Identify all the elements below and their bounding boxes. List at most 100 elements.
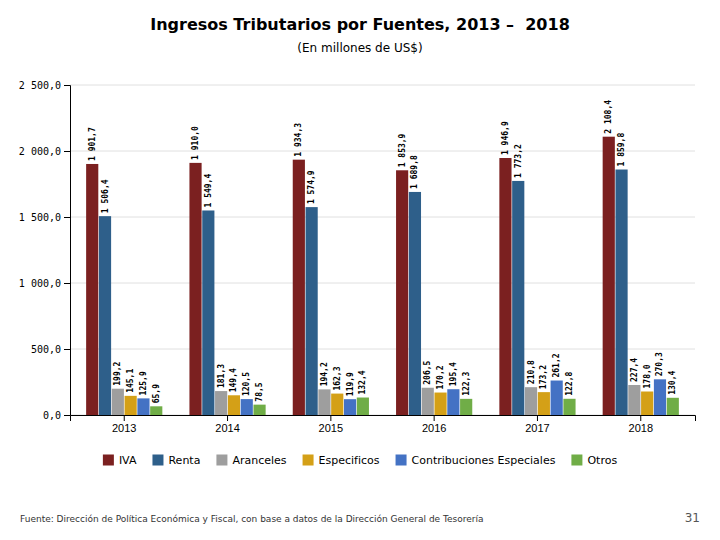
- tick-label: 500,0: [31, 344, 61, 355]
- data-label: 181,3: [217, 364, 226, 388]
- bar: [525, 387, 537, 415]
- bar: [538, 392, 550, 415]
- data-label: 145,1: [126, 369, 135, 393]
- data-label: 1 859,8: [617, 133, 626, 167]
- tick: 2016: [422, 415, 446, 434]
- data-labels: 1 901,71 910,01 934,31 853,91 946,92 108…: [88, 100, 678, 404]
- chart: Ingresos Tributarios por Fuentes, 2013 –…: [0, 0, 720, 540]
- legend: IVARentaArancelesEspecificosContribucion…: [103, 454, 618, 467]
- legend-label: Contribuciones Especiales: [412, 454, 556, 467]
- data-label: 120,5: [242, 372, 251, 396]
- tick-label: 2 000,0: [19, 146, 61, 157]
- data-label: 122,8: [565, 372, 574, 396]
- tick: 2017: [525, 415, 549, 434]
- data-label: 162,3: [333, 366, 342, 390]
- tick-mark: [64, 283, 70, 284]
- bar: [667, 398, 679, 415]
- bar: [137, 398, 149, 415]
- legend-swatch: [571, 455, 582, 466]
- data-label: 195,4: [449, 362, 458, 386]
- tick-label: 2015: [319, 422, 343, 434]
- tick: 2018: [629, 415, 653, 434]
- tick: 1 000,0: [19, 278, 70, 289]
- tick-label: 2017: [525, 422, 549, 434]
- grid-line: [70, 349, 695, 350]
- data-label: 2 108,4: [604, 100, 613, 134]
- bar: [241, 399, 253, 415]
- data-label: 130,4: [668, 371, 677, 395]
- data-label: 178,0: [643, 364, 652, 388]
- x-axis: 2013 2014 2015 2016 2017 2018: [71, 415, 696, 434]
- legend-item: IVA: [103, 454, 137, 467]
- bar: [628, 385, 640, 415]
- axis-domain: [64, 86, 71, 416]
- data-label: 170,2: [436, 365, 445, 389]
- bar: [422, 388, 434, 415]
- tick-label: 2014: [215, 422, 239, 434]
- tick: 0,0: [43, 410, 70, 421]
- data-label: 1 946,9: [501, 121, 510, 155]
- bar: [615, 170, 627, 415]
- data-label: 1 773,2: [514, 144, 523, 178]
- legend-label: Renta: [168, 454, 200, 467]
- bar: [202, 210, 214, 415]
- bars: [86, 137, 679, 415]
- bar: [293, 160, 305, 415]
- axis-domain: [71, 416, 696, 422]
- bar: [447, 389, 459, 415]
- data-label: 227,4: [630, 358, 639, 382]
- tick: 2013: [112, 415, 136, 434]
- data-label: 261,2: [552, 353, 561, 377]
- bar: [499, 158, 511, 415]
- data-label: 270,3: [655, 352, 664, 376]
- series: [86, 137, 615, 415]
- series: [99, 170, 628, 415]
- bar: [99, 216, 111, 415]
- data-label: 194,2: [320, 362, 329, 386]
- legend-swatch: [152, 455, 163, 466]
- legend-swatch: [103, 455, 114, 466]
- tick-mark: [64, 151, 70, 152]
- tick: 500,0: [31, 344, 70, 355]
- bar: [112, 389, 124, 415]
- data-label: 199,2: [113, 361, 122, 385]
- data-label: 1 910,0: [191, 126, 200, 160]
- tick-mark: [227, 415, 228, 421]
- tick: 2 000,0: [19, 146, 70, 157]
- series: [150, 398, 679, 415]
- tick: 1 500,0: [19, 212, 70, 223]
- bar: [551, 381, 563, 415]
- grid-line: [70, 283, 695, 284]
- tick-mark: [64, 217, 70, 218]
- tick-label: 1 500,0: [19, 212, 61, 223]
- tick: 2015: [319, 415, 343, 434]
- footer: Fuente: Dirección de Política Económica …: [20, 514, 483, 524]
- bar: [306, 207, 318, 415]
- bar: [512, 181, 524, 415]
- data-label: 1 549,4: [204, 174, 213, 208]
- data-label: 122,3: [462, 372, 471, 396]
- tick-mark: [434, 415, 435, 421]
- bar: [396, 170, 408, 415]
- legend-item: Aranceles: [216, 454, 286, 467]
- legend-swatch: [216, 455, 227, 466]
- tick-mark: [64, 415, 70, 416]
- data-label: 78,5: [255, 382, 264, 401]
- bar: [641, 392, 653, 415]
- bar: [189, 163, 201, 415]
- grid: [70, 85, 695, 415]
- title: Ingresos Tributarios por Fuentes, 2013 –…: [150, 15, 570, 34]
- bar: [125, 396, 137, 415]
- legend-swatch: [303, 455, 314, 466]
- bar: [318, 389, 330, 415]
- grid-line: [70, 151, 695, 152]
- tick-mark: [64, 349, 70, 350]
- tick: 2014: [215, 415, 239, 434]
- legend-label: Otros: [587, 454, 617, 467]
- data-label: 119,9: [346, 372, 355, 396]
- tick-label: 0,0: [43, 410, 61, 421]
- data-label: 173,2: [539, 365, 548, 389]
- bar: [228, 395, 240, 415]
- data-label: 132,4: [358, 370, 367, 394]
- legend-swatch: [396, 455, 407, 466]
